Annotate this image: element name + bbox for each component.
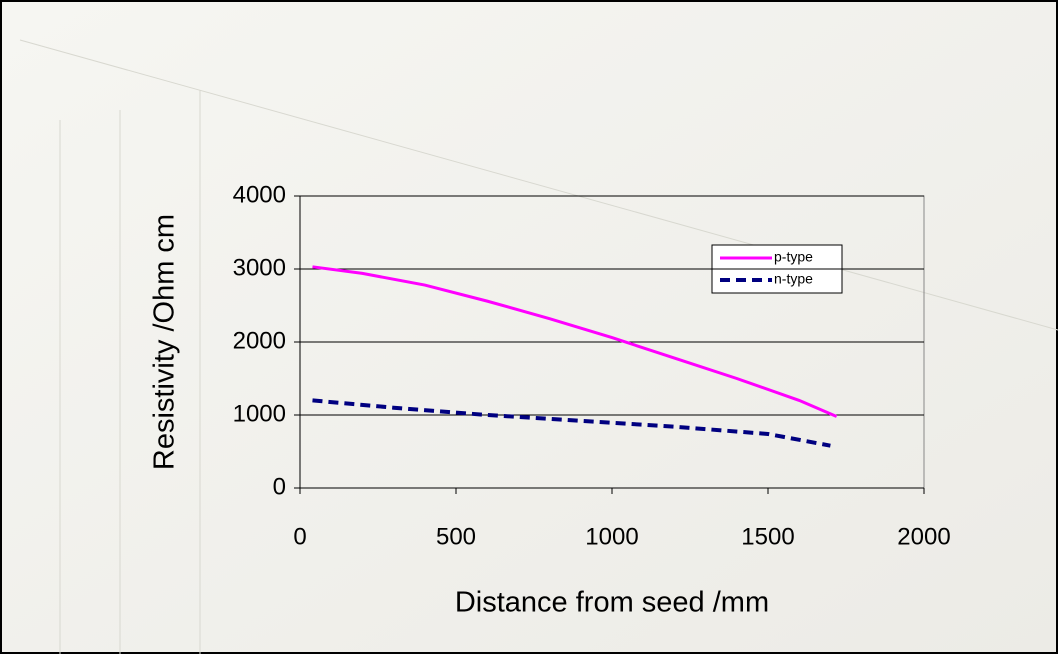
y-tick-label: 1000 (233, 400, 286, 427)
legend-label: p-type (774, 249, 813, 265)
x-tick-label: 500 (436, 523, 476, 550)
y-tick-label: 2000 (233, 327, 286, 354)
y-axis-title: Resistivity /Ohm cm (149, 214, 181, 470)
x-tick-label: 1000 (585, 523, 638, 550)
x-tick-label: 2000 (897, 523, 950, 550)
x-tick-label: 0 (293, 523, 306, 550)
legend-label: n-type (774, 271, 813, 287)
chart: Distance from seed /mm Resistivity /Ohm … (0, 0, 1058, 654)
y-tick-label: 4000 (233, 181, 286, 208)
y-tick-label: 3000 (233, 254, 286, 281)
x-axis-title: Distance from seed /mm (455, 587, 769, 619)
x-tick-label: 1500 (741, 523, 794, 550)
y-tick-label: 0 (273, 473, 286, 500)
